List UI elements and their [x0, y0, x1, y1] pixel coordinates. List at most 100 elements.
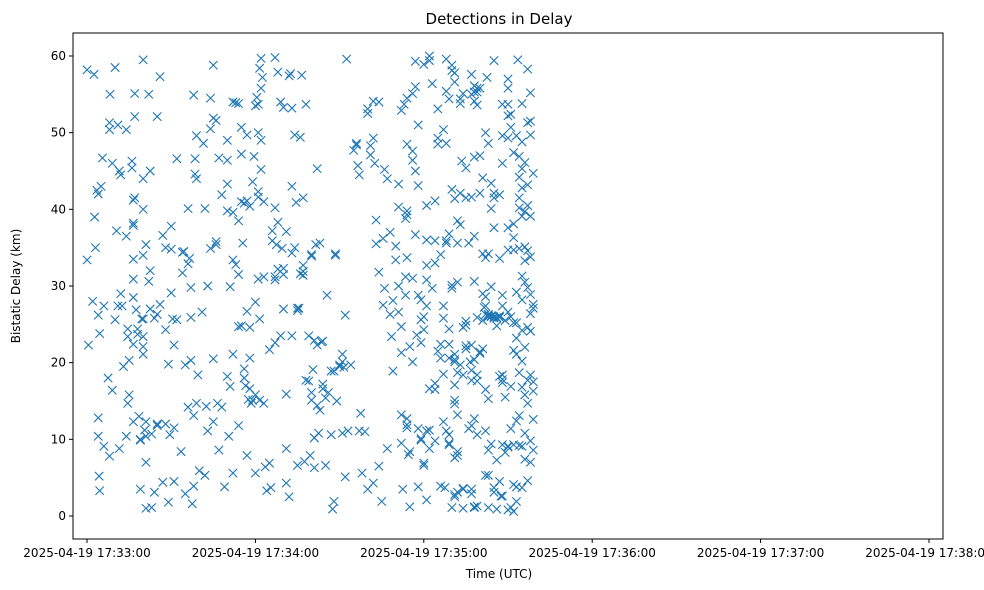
data-point [422, 235, 432, 245]
data-point [245, 201, 255, 211]
data-point [472, 376, 482, 386]
data-point [313, 428, 324, 438]
data-point [513, 55, 523, 65]
data-point [430, 378, 440, 388]
data-point [483, 249, 493, 259]
data-point [337, 349, 348, 359]
data-point [525, 370, 536, 380]
scatter-points [82, 51, 538, 516]
data-point [503, 133, 513, 143]
data-point [523, 200, 533, 211]
data-point [525, 436, 536, 446]
data-point [514, 203, 524, 213]
data-point [186, 282, 196, 293]
data-point [478, 344, 488, 354]
data-point [458, 88, 468, 99]
data-point [511, 416, 522, 426]
data-point [166, 244, 176, 254]
data-point [163, 497, 174, 507]
data-point [511, 349, 522, 359]
y-tick-label: 20 [51, 356, 66, 370]
data-point [214, 445, 224, 455]
data-point [146, 429, 157, 439]
data-point [438, 417, 449, 427]
data-point [525, 116, 536, 126]
data-point [514, 440, 524, 451]
data-point [309, 463, 319, 473]
data-point [483, 394, 493, 404]
data-point [509, 318, 519, 328]
data-point [228, 255, 238, 265]
data-point [183, 203, 193, 214]
data-point [444, 430, 454, 440]
data-point [166, 221, 176, 231]
data-point [116, 289, 126, 299]
x-tick-label: 2025-04-19 17:36:00 [528, 546, 655, 560]
data-point [231, 259, 241, 270]
data-point [138, 55, 148, 65]
y-tick-label: 0 [58, 509, 66, 523]
data-point [141, 431, 151, 441]
data-point [351, 140, 362, 150]
data-point [452, 216, 463, 226]
data-point [145, 166, 155, 176]
data-point [388, 295, 398, 306]
data-point [161, 325, 171, 335]
data-point [402, 210, 412, 220]
data-point [163, 359, 174, 369]
data-point [94, 471, 104, 481]
data-point [138, 204, 148, 214]
data-point [342, 54, 352, 64]
data-point [169, 476, 179, 487]
data-point [292, 305, 303, 316]
data-point [472, 430, 482, 440]
data-point [284, 71, 294, 81]
data-point [377, 496, 387, 507]
data-point [128, 195, 138, 205]
data-point [424, 443, 435, 454]
data-point [511, 333, 522, 343]
data-point [224, 431, 234, 441]
data-point [393, 179, 404, 189]
data-point [363, 104, 373, 114]
data-point [402, 253, 412, 263]
data-point [523, 322, 533, 332]
data-point [427, 79, 437, 89]
data-point [492, 321, 502, 331]
data-point [191, 398, 202, 408]
data-point [201, 401, 211, 411]
data-point [497, 370, 507, 380]
data-point [469, 502, 479, 513]
data-point [236, 321, 246, 331]
data-point [382, 443, 392, 454]
data-point [340, 310, 350, 320]
data-point [444, 94, 454, 104]
data-point [472, 87, 482, 97]
data-point [441, 426, 451, 436]
data-point [475, 348, 485, 359]
data-point [83, 340, 94, 350]
data-point [379, 164, 390, 175]
data-point [525, 211, 536, 221]
data-point [270, 203, 280, 213]
data-point [222, 206, 232, 216]
data-point [246, 398, 256, 408]
data-point [141, 457, 151, 467]
data-point [245, 353, 255, 363]
data-point [452, 277, 463, 287]
data-point [528, 299, 538, 309]
data-point [503, 99, 513, 109]
data-point [457, 156, 467, 166]
data-point [475, 83, 485, 93]
data-point [337, 357, 348, 367]
data-point [400, 272, 411, 282]
data-point [304, 331, 314, 341]
data-point [374, 267, 384, 277]
data-point [128, 218, 138, 228]
data-point [483, 470, 493, 480]
data-point [116, 170, 126, 180]
data-point [444, 229, 454, 239]
data-point [127, 163, 137, 173]
data-point [225, 381, 235, 392]
